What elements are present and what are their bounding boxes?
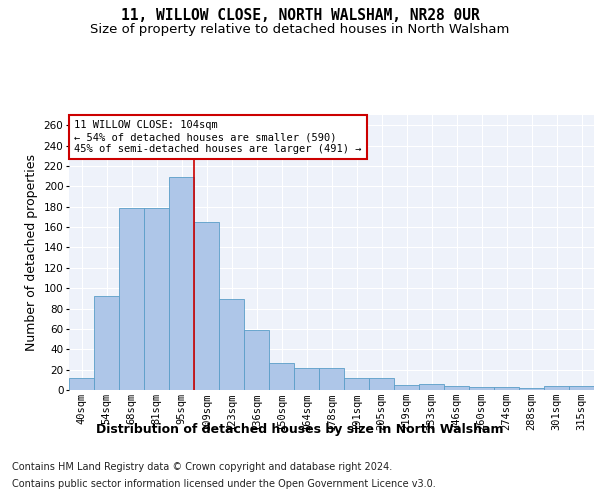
Bar xyxy=(94,296,119,390)
Bar xyxy=(169,177,194,390)
Bar xyxy=(444,386,469,390)
Y-axis label: Number of detached properties: Number of detached properties xyxy=(25,154,38,351)
Bar xyxy=(69,378,94,390)
Bar xyxy=(269,362,294,390)
Bar xyxy=(319,368,344,390)
Bar xyxy=(244,330,269,390)
Bar xyxy=(394,385,419,390)
Text: Contains HM Land Registry data © Crown copyright and database right 2024.: Contains HM Land Registry data © Crown c… xyxy=(12,462,392,472)
Text: Distribution of detached houses by size in North Walsham: Distribution of detached houses by size … xyxy=(96,422,504,436)
Text: Size of property relative to detached houses in North Walsham: Size of property relative to detached ho… xyxy=(91,22,509,36)
Bar xyxy=(519,388,544,390)
Text: Contains public sector information licensed under the Open Government Licence v3: Contains public sector information licen… xyxy=(12,479,436,489)
Bar xyxy=(344,378,369,390)
Bar xyxy=(494,387,519,390)
Text: 11, WILLOW CLOSE, NORTH WALSHAM, NR28 0UR: 11, WILLOW CLOSE, NORTH WALSHAM, NR28 0U… xyxy=(121,8,479,22)
Bar xyxy=(219,300,244,390)
Bar xyxy=(119,208,144,390)
Text: 11 WILLOW CLOSE: 104sqm
← 54% of detached houses are smaller (590)
45% of semi-d: 11 WILLOW CLOSE: 104sqm ← 54% of detache… xyxy=(74,120,362,154)
Bar xyxy=(194,222,219,390)
Bar xyxy=(469,387,494,390)
Bar xyxy=(544,386,569,390)
Bar xyxy=(419,384,444,390)
Bar xyxy=(294,368,319,390)
Bar xyxy=(369,378,394,390)
Bar xyxy=(569,386,594,390)
Bar xyxy=(144,208,169,390)
